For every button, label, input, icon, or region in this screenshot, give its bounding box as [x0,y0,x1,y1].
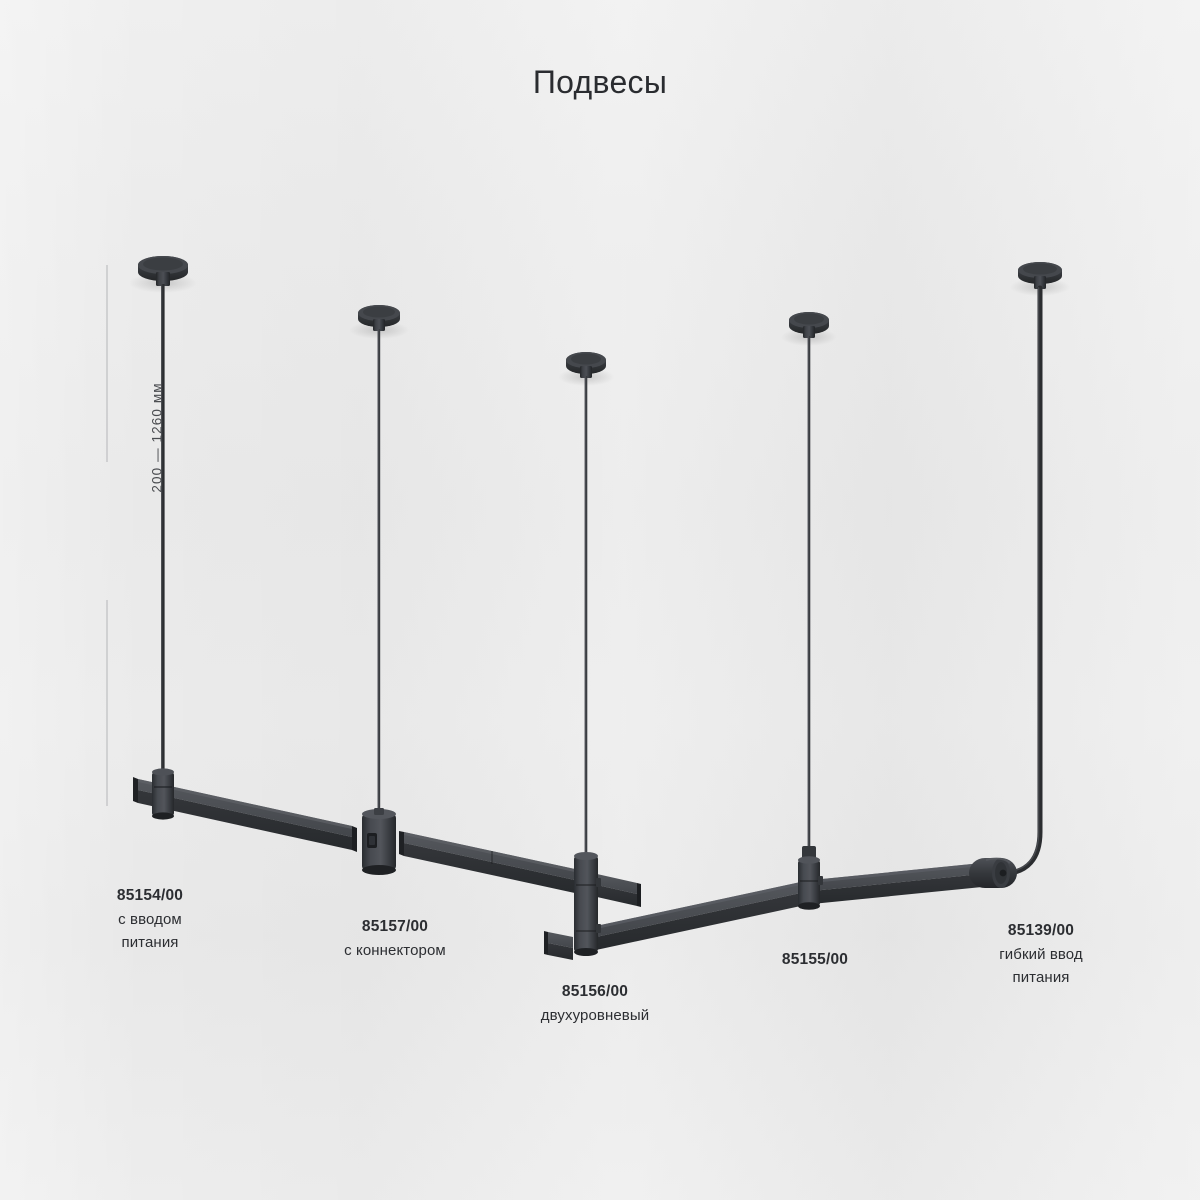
product-label-85139-00: 85139/00 гибкий ввод питания [950,921,1132,988]
product-code: 85157/00 [361,918,429,935]
dimension-label: 200 — 1260 мм [149,382,165,493]
product-subtitle-line1: с вводом [118,910,182,928]
pendant-85156-00 [558,352,614,956]
product-code: 85156/00 [561,983,629,1000]
product-subtitle-line1: двухуровневый [540,1006,650,1024]
product-subtitle-line1: с коннектором [344,941,446,959]
product-subtitle-line1: гибкий ввод [999,945,1083,963]
track-rail-upper-segment-2 [399,831,584,895]
track-rail-upper-segment-1 [133,777,357,852]
product-code: 85154/00 [116,887,184,904]
product-code: 85139/00 [1007,922,1075,939]
product-label-85156-00: 85156/00 двухуровневый [480,982,710,1026]
product-code: 85155/00 [781,951,849,968]
track-rail-lower-stub-left [544,931,573,960]
pendant-85139-00 [969,262,1070,888]
track-rail-lower-segment-2 [812,862,992,904]
product-label-85155-00: 85155/00 [745,950,885,971]
pendant-85154-00 [129,256,197,820]
product-label-85157-00: 85157/00 с коннектором [278,917,512,961]
product-subtitle-line2: питания [1012,969,1070,987]
page-title: Подвесы [532,64,668,100]
track-rail-lower-segment-1 [596,880,810,950]
pendant-85157-00 [349,305,409,875]
product-label-85154-00: 85154/00 с вводом питания [70,886,230,953]
track-rail-upper-stub-right [597,874,641,907]
pendant-85155-00 [781,312,837,910]
product-subtitle-line2: питания [121,934,179,952]
